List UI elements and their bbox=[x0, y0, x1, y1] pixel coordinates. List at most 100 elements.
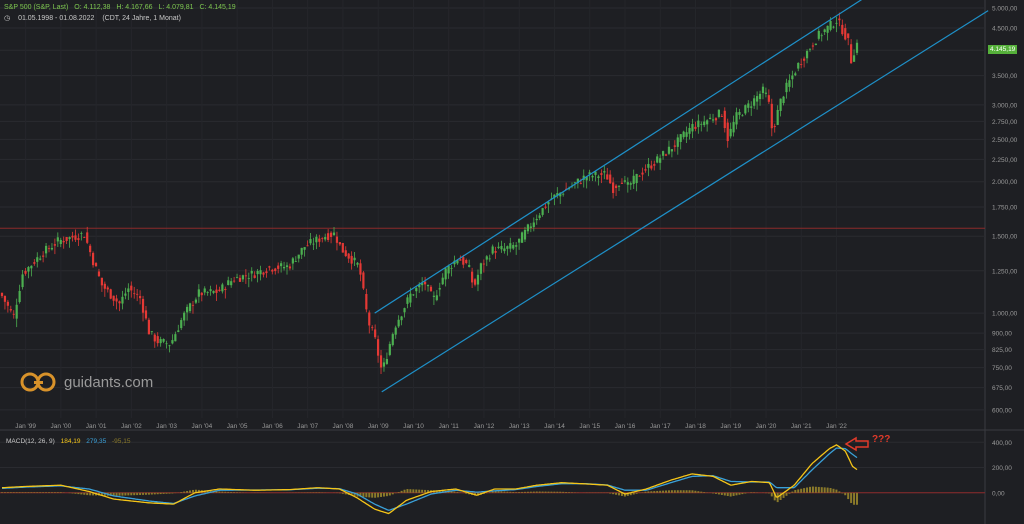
candle-body bbox=[359, 263, 362, 275]
candle-body bbox=[664, 154, 668, 156]
candle-body bbox=[238, 277, 242, 282]
macd-histogram-bar bbox=[139, 492, 142, 495]
macd-histogram-bar bbox=[156, 492, 159, 495]
candle-body bbox=[62, 241, 65, 243]
macd-histogram-bar bbox=[118, 492, 121, 496]
macd-histogram-bar bbox=[377, 492, 380, 498]
macd-histogram-bar bbox=[391, 492, 394, 495]
candle-body bbox=[541, 208, 544, 215]
candle-body bbox=[644, 169, 647, 171]
macd-histogram-bar bbox=[221, 491, 224, 493]
candle-body bbox=[394, 327, 397, 335]
candle-body bbox=[785, 82, 788, 93]
candle-body bbox=[56, 237, 59, 242]
macd-histogram-bar bbox=[435, 490, 438, 493]
macd-histogram-bar bbox=[697, 491, 700, 493]
candle-body bbox=[852, 55, 856, 62]
candle-body bbox=[494, 251, 497, 253]
candle-body bbox=[694, 126, 697, 129]
candle-body bbox=[194, 299, 198, 303]
candle-body bbox=[212, 290, 215, 293]
time-tick-label: Jan '18 bbox=[685, 423, 706, 430]
macd-histogram-bar bbox=[6, 492, 9, 493]
macd-histogram-bar bbox=[230, 492, 233, 493]
candle-body bbox=[80, 233, 83, 234]
candle-body bbox=[567, 188, 571, 190]
time-tick-label: Jan '15 bbox=[579, 423, 600, 430]
candle-body bbox=[136, 293, 139, 295]
macd-histogram-bar bbox=[644, 491, 647, 493]
macd-histogram-bar bbox=[344, 492, 347, 495]
candle-body bbox=[744, 105, 747, 114]
candle-body bbox=[100, 277, 103, 286]
candle-body bbox=[468, 265, 471, 267]
macd-histogram-bar bbox=[382, 492, 385, 497]
macd-histogram-bar bbox=[691, 490, 694, 493]
candle-body bbox=[623, 180, 626, 182]
macd-histogram-bar bbox=[218, 491, 221, 493]
candle-body bbox=[44, 245, 48, 254]
candle-body bbox=[753, 98, 756, 106]
candle-body bbox=[177, 330, 180, 332]
candle-body bbox=[573, 182, 577, 184]
candle-body bbox=[758, 93, 762, 100]
candle-body bbox=[553, 194, 556, 198]
macd-histogram-bar bbox=[618, 492, 621, 496]
channel-lower-line bbox=[381, 92, 859, 393]
candle-body bbox=[820, 35, 823, 37]
time-tick-label: Jan '09 bbox=[368, 423, 389, 430]
macd-histogram-bar bbox=[653, 491, 656, 493]
candle-body bbox=[838, 18, 841, 21]
candle-body bbox=[729, 128, 732, 137]
macd-histogram-bar bbox=[712, 492, 715, 494]
candle-body bbox=[829, 20, 832, 30]
range-header: ◷ 01.05.1998 - 01.08.2022 (CDT, 24 Jahre… bbox=[4, 14, 187, 22]
macd-histogram-bar bbox=[811, 486, 814, 493]
macd-histogram-bar bbox=[180, 492, 183, 493]
logo-text: guidants.com bbox=[64, 373, 154, 391]
price-tick-label: 675,00 bbox=[992, 385, 1012, 392]
candle-body bbox=[538, 215, 541, 218]
candle-body bbox=[3, 295, 7, 302]
macd-histogram-bar bbox=[612, 492, 615, 495]
time-tick-label: Jan '00 bbox=[50, 423, 71, 430]
macd-histogram-bar bbox=[450, 491, 453, 493]
time-tick-label: Jan '02 bbox=[121, 423, 142, 430]
candle-body bbox=[400, 316, 403, 321]
macd-histogram-bar bbox=[797, 489, 800, 493]
candle-body bbox=[215, 289, 218, 293]
macd-name: MACD(12, 26, 9) bbox=[6, 438, 55, 445]
candle-body bbox=[670, 149, 673, 152]
candle-body bbox=[89, 245, 92, 253]
macd-histogram-bar bbox=[844, 492, 847, 496]
candle-body bbox=[547, 202, 550, 205]
macd-histogram-bar bbox=[782, 492, 785, 498]
candle-body bbox=[791, 75, 794, 80]
macd-histogram-bar bbox=[632, 492, 635, 495]
candle-body bbox=[265, 271, 268, 274]
candle-body bbox=[159, 339, 162, 344]
macd-histogram-bar bbox=[380, 492, 383, 497]
macd-histogram-bar bbox=[121, 492, 124, 496]
candle-body bbox=[488, 258, 491, 260]
candle-body bbox=[230, 281, 233, 286]
range-meta: (CDT, 24 Jahre, 1 Monat) bbox=[102, 15, 181, 22]
macd-histogram-bar bbox=[832, 488, 835, 493]
candle-body bbox=[600, 173, 603, 175]
macd-histogram-bar bbox=[86, 492, 89, 496]
candle-body bbox=[805, 50, 809, 59]
candle-body bbox=[779, 98, 782, 111]
candle-body bbox=[109, 289, 112, 299]
candle-body bbox=[353, 257, 356, 261]
macd-histogram-bar bbox=[83, 492, 86, 495]
candle-body bbox=[459, 259, 462, 261]
candle-body bbox=[479, 263, 483, 274]
macd-histogram-bar bbox=[183, 491, 186, 493]
candle-body bbox=[379, 355, 383, 368]
macd-histogram-bar bbox=[538, 491, 541, 493]
macd-histogram-bar bbox=[788, 492, 791, 494]
candle-body bbox=[77, 238, 80, 240]
macd-histogram-bar bbox=[153, 492, 156, 495]
